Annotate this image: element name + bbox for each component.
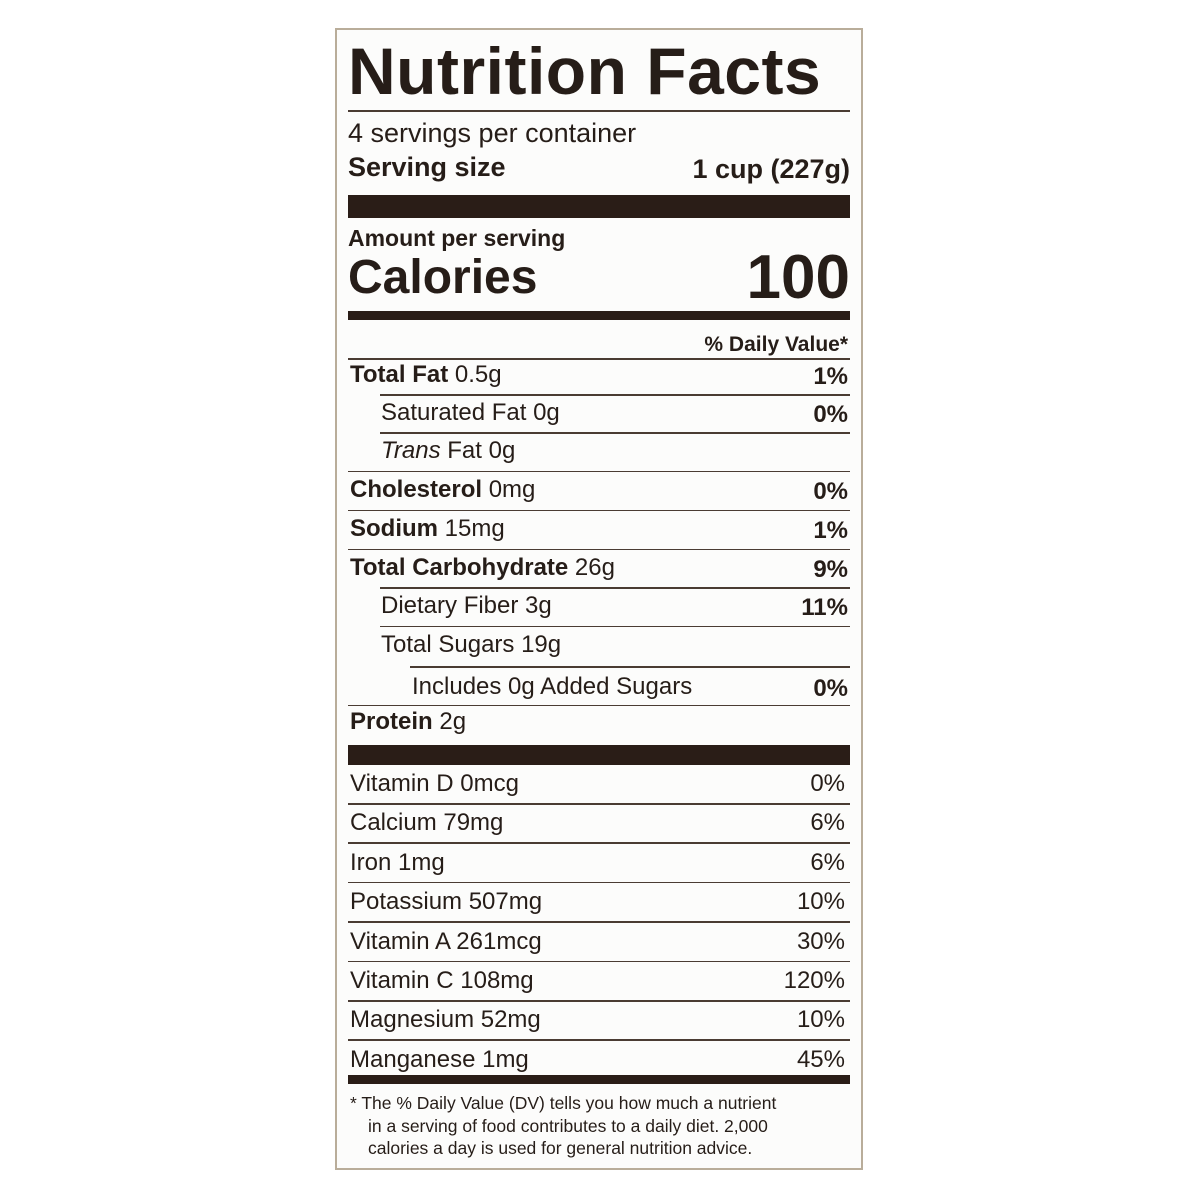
nutrient-name: Total Fat bbox=[350, 361, 449, 388]
daily-value: 11% bbox=[801, 594, 848, 621]
rule bbox=[348, 509, 850, 511]
rule bbox=[348, 842, 850, 844]
serving-size-value: 1 cup (227g) bbox=[692, 154, 850, 184]
nutrient-amount: 26g bbox=[574, 554, 615, 581]
nutrient-row: Includes 0g Added Sugars bbox=[412, 675, 692, 699]
nutrient-amount: 2g bbox=[439, 708, 467, 735]
nutrient-amount: 15mg bbox=[444, 515, 505, 542]
nutrient-name: Cholesterol bbox=[350, 476, 483, 503]
nutrient-label: Total Sugars 19g bbox=[381, 631, 562, 658]
title: Nutrition Facts bbox=[348, 34, 822, 108]
daily-value: 0% bbox=[813, 675, 848, 702]
dv-header: % Daily Value* bbox=[704, 333, 848, 356]
medium-bar bbox=[348, 311, 850, 320]
nutrient-row: Trans Fat 0g bbox=[381, 439, 515, 463]
rule bbox=[348, 704, 850, 706]
vitamin-label: Calcium 79mg bbox=[350, 809, 504, 837]
nutrient-row: Saturated Fat 0g bbox=[381, 401, 560, 425]
rule bbox=[380, 394, 850, 396]
vitamin-dv: 30% bbox=[796, 927, 845, 955]
vitamin-label: Manganese 1mg bbox=[350, 1045, 529, 1073]
nutrient-row: Total Carbohydrate 26g bbox=[350, 556, 615, 580]
footnote-line: in a serving of food contributes to a da… bbox=[368, 1115, 768, 1136]
vitamin-label: Potassium 507mg bbox=[350, 888, 543, 916]
vitamin-dv: 6% bbox=[810, 848, 845, 876]
rule bbox=[348, 881, 850, 884]
rule bbox=[410, 666, 850, 668]
daily-value: 1% bbox=[813, 363, 848, 390]
nutrient-row: Total Fat 0.5g bbox=[350, 363, 502, 387]
vitamin-label: Magnesium 52mg bbox=[350, 1006, 541, 1034]
servings: 4 servings per container bbox=[348, 118, 637, 148]
vitamin-label: Vitamin D 0mcg bbox=[350, 770, 519, 797]
thick-bar bbox=[348, 195, 850, 218]
nutrient-label: Fat 0g bbox=[447, 437, 516, 464]
rule bbox=[380, 432, 850, 434]
amount-per-serving: Amount per serving bbox=[348, 225, 566, 251]
nutrient-amount: 0.5g bbox=[454, 361, 502, 388]
vitamin-label: Vitamin A 261mcg bbox=[350, 927, 542, 955]
nutrient-label: Includes 0g Added Sugars bbox=[412, 673, 693, 700]
serving-size-label: Serving size bbox=[348, 152, 506, 182]
rule bbox=[348, 960, 850, 963]
footnote-line: * The % Daily Value (DV) tells you how m… bbox=[350, 1093, 777, 1113]
nutrient-label: Dietary Fiber 3g bbox=[381, 592, 552, 619]
daily-value: 1% bbox=[813, 517, 848, 544]
thick-bar bbox=[348, 745, 850, 765]
nutrient-italic: Trans bbox=[381, 437, 441, 464]
vitamin-dv: 45% bbox=[796, 1045, 845, 1073]
daily-value: 0% bbox=[813, 478, 848, 505]
rule bbox=[380, 587, 850, 589]
rule bbox=[348, 1000, 850, 1002]
rule bbox=[348, 548, 850, 550]
nutrient-amount: 0mg bbox=[488, 476, 536, 503]
rule bbox=[348, 470, 850, 472]
vitamin-dv: 6% bbox=[810, 809, 845, 837]
vitamin-dv: 10% bbox=[796, 1006, 845, 1034]
daily-value: 9% bbox=[813, 556, 848, 583]
footnote-line: calories a day is used for general nutri… bbox=[368, 1138, 753, 1158]
vitamin-label: Iron 1mg bbox=[350, 848, 445, 876]
nutrient-row: Sodium 15mg bbox=[350, 517, 505, 541]
vitamin-dv: 10% bbox=[796, 888, 845, 916]
daily-value: 0% bbox=[813, 401, 848, 428]
nutrient-row: Total Sugars 19g bbox=[381, 633, 561, 657]
rule bbox=[348, 921, 850, 923]
vitamin-dv: 0% bbox=[810, 770, 845, 797]
nutrient-name: Protein bbox=[350, 708, 433, 735]
vitamin-label: Vitamin C 108mg bbox=[350, 967, 534, 994]
calories-value: 100 bbox=[746, 243, 850, 312]
nutrient-row: Cholesterol 0mg bbox=[350, 478, 535, 502]
vitamin-dv: 120% bbox=[783, 967, 845, 994]
calories-label: Calories bbox=[348, 251, 538, 304]
nutrient-name: Sodium bbox=[350, 515, 438, 542]
rule bbox=[348, 1039, 850, 1041]
medium-bar bbox=[348, 1075, 850, 1084]
nutrient-row: Dietary Fiber 3g bbox=[381, 594, 552, 618]
rule bbox=[380, 625, 850, 627]
nutrient-label: Saturated Fat 0g bbox=[381, 399, 560, 426]
nutrient-row: Protein 2g bbox=[350, 710, 466, 734]
nutrient-name: Total Carbohydrate bbox=[350, 554, 569, 581]
label-box bbox=[335, 28, 863, 1170]
rule bbox=[348, 803, 850, 805]
rule bbox=[348, 358, 850, 360]
rule bbox=[348, 110, 850, 112]
